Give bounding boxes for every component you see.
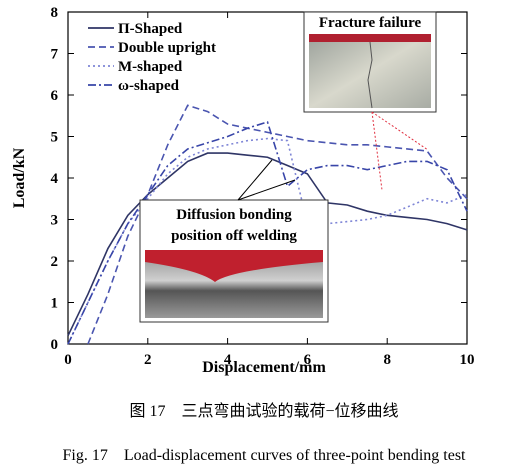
data-line xyxy=(87,104,468,345)
legend-label: M-shaped xyxy=(118,59,183,75)
data-line xyxy=(67,120,468,345)
x-tick-label: 6 xyxy=(304,352,312,368)
y-tick-label: 5 xyxy=(51,130,59,146)
y-tick-label: 4 xyxy=(51,171,59,187)
x-tick-label: 8 xyxy=(383,352,391,368)
annotation: position off welding xyxy=(171,228,297,244)
y-tick-label: 3 xyxy=(51,213,59,229)
legend-label: Π-Shaped xyxy=(118,21,183,37)
y-tick-label: 1 xyxy=(51,296,59,312)
legend-label: ω-shaped xyxy=(118,78,180,94)
annotation: Diffusion bonding xyxy=(176,207,292,223)
legend-label: Double upright xyxy=(118,40,216,56)
caption: Fig. 17 Load-displacement curves of thre… xyxy=(62,447,466,464)
x-tick-label: 0 xyxy=(64,352,72,368)
x-axis-label: Displacement/mm xyxy=(202,359,326,376)
diffusion-inset: Diffusion bonding position off welding xyxy=(139,159,329,323)
x-tick-label: 2 xyxy=(144,352,152,368)
annotation: Fracture failure xyxy=(319,15,422,31)
y-axis-label: Load/kN xyxy=(11,147,28,208)
y-tick-label: 6 xyxy=(51,88,59,104)
y-tick-label: 8 xyxy=(51,5,59,21)
fracture-inset: Fracture failure xyxy=(303,11,437,191)
y-tick-label: 7 xyxy=(51,47,59,63)
y-tick-label: 2 xyxy=(51,254,59,270)
caption: 图 17 三点弯曲试验的载荷−位移曲线 xyxy=(129,402,398,420)
x-tick-label: 4 xyxy=(224,352,232,368)
data-line xyxy=(67,152,468,337)
x-tick-label: 10 xyxy=(460,352,475,368)
y-tick-label: 0 xyxy=(51,337,59,353)
